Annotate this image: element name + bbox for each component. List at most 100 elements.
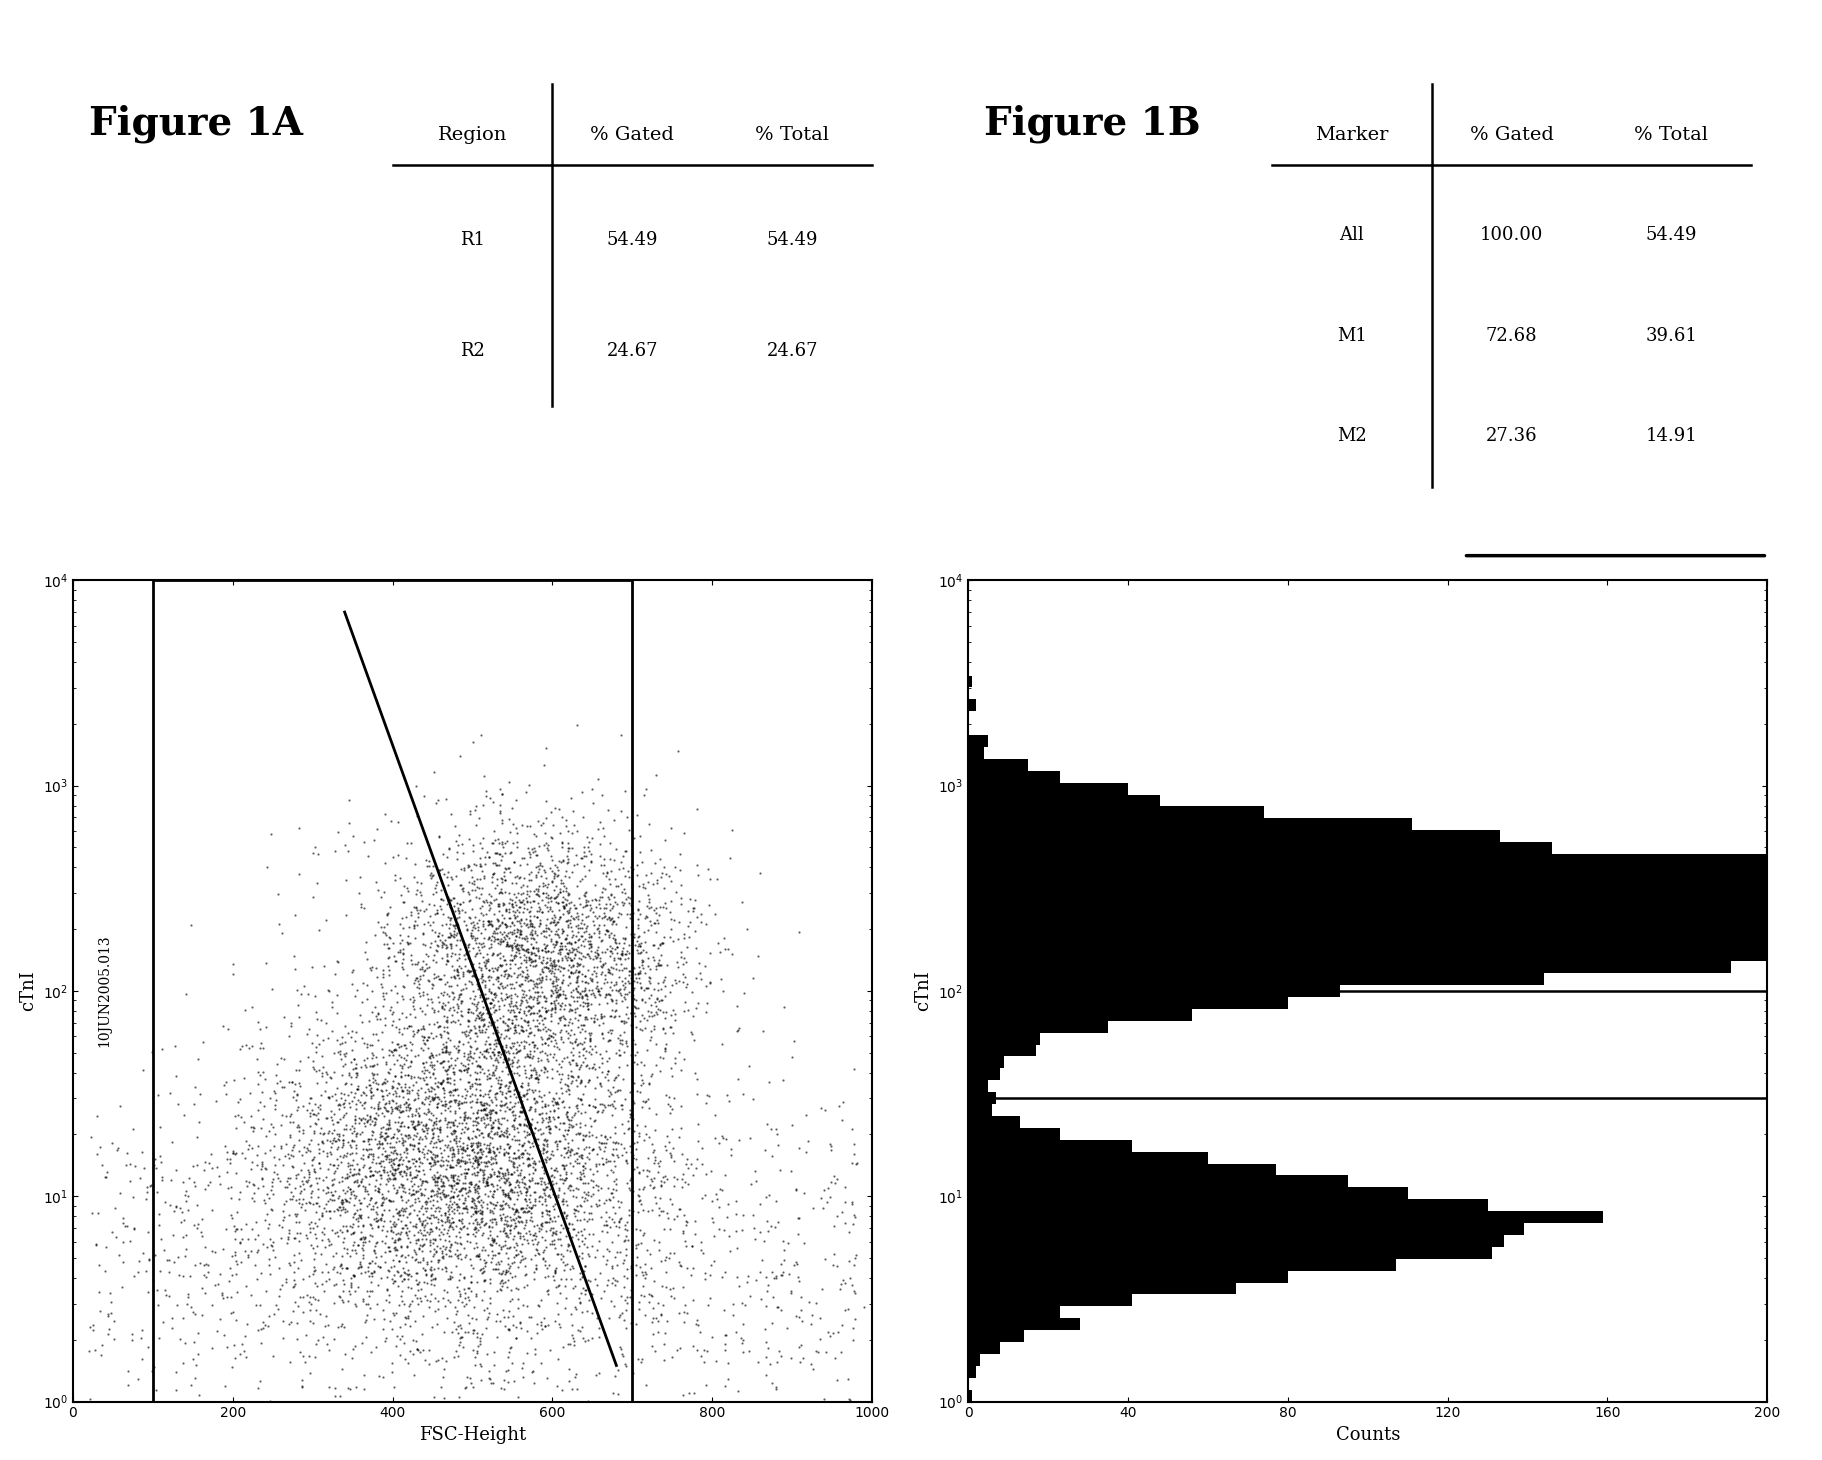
Point [275,1146,304,1169]
Point [445,1111,474,1134]
Point [565,1003,594,1026]
Point [401,1149,430,1172]
Point [434,1225,463,1248]
Point [539,1269,568,1292]
Point [514,1175,543,1199]
Point [368,1186,397,1209]
Point [545,1280,574,1304]
Point [629,1199,658,1222]
Point [457,1047,486,1070]
Point [552,1286,581,1310]
Point [432,1235,461,1259]
Point [445,1134,474,1158]
Point [519,1267,548,1291]
Point [401,1190,430,1213]
Point [443,1194,472,1218]
Point [658,1098,687,1121]
Point [415,955,445,978]
Point [435,1080,465,1104]
Point [322,1148,352,1171]
Point [324,821,353,844]
Point [381,1159,410,1183]
Point [558,1314,587,1337]
Point [395,1314,425,1337]
Point [561,924,590,948]
Point [439,1120,468,1143]
Point [479,996,508,1019]
Point [456,1247,485,1270]
Point [446,1091,476,1114]
Point [450,910,479,933]
Point [357,1197,386,1221]
Point [466,901,496,924]
Point [831,1175,860,1199]
Point [572,917,601,940]
Point [426,1240,456,1263]
Point [366,1077,395,1101]
Point [479,921,508,945]
Point [517,927,547,950]
Point [370,1158,399,1181]
Point [517,914,547,937]
Point [568,1207,598,1231]
Point [565,869,594,892]
Point [587,940,616,964]
Point [432,1034,461,1057]
Point [545,940,574,964]
Point [463,1186,492,1209]
Point [474,1004,503,1028]
Point [650,876,680,899]
Point [610,967,640,990]
Point [394,1149,423,1172]
Point [423,788,452,812]
Point [439,895,468,918]
Point [507,1196,536,1219]
Point [306,1083,335,1107]
Point [446,1207,476,1231]
Point [350,1165,379,1188]
Point [532,1279,561,1302]
Point [326,1253,355,1276]
Point [645,1153,674,1177]
Point [774,1261,804,1285]
Point [476,910,505,933]
Point [539,864,568,888]
Text: Figure 1A: Figure 1A [89,104,302,143]
Point [681,1083,711,1107]
Point [306,1242,335,1266]
Point [281,1072,310,1095]
Point [490,912,519,936]
Point [472,1064,501,1088]
Point [656,1056,685,1079]
Point [324,1096,353,1120]
Point [547,869,576,892]
Point [486,832,516,856]
Point [532,952,561,975]
Point [443,1238,472,1261]
Point [521,1158,550,1181]
Point [632,940,661,964]
Point [452,1058,481,1082]
Point [516,948,545,971]
Point [435,1213,465,1237]
Point [257,822,286,845]
Point [465,931,494,955]
Point [419,1150,448,1174]
Point [384,1222,414,1245]
Point [650,1035,680,1058]
Point [607,1285,636,1308]
Point [470,1174,499,1197]
Point [592,1150,621,1174]
Point [609,1251,638,1275]
Point [512,927,541,950]
Point [496,1219,525,1242]
Point [523,1015,552,1038]
Point [548,956,578,980]
Point [485,882,514,905]
Point [326,1150,355,1174]
Point [208,1282,237,1305]
Point [395,1126,425,1149]
Point [527,981,556,1004]
Point [138,1140,168,1164]
Point [454,1148,483,1171]
